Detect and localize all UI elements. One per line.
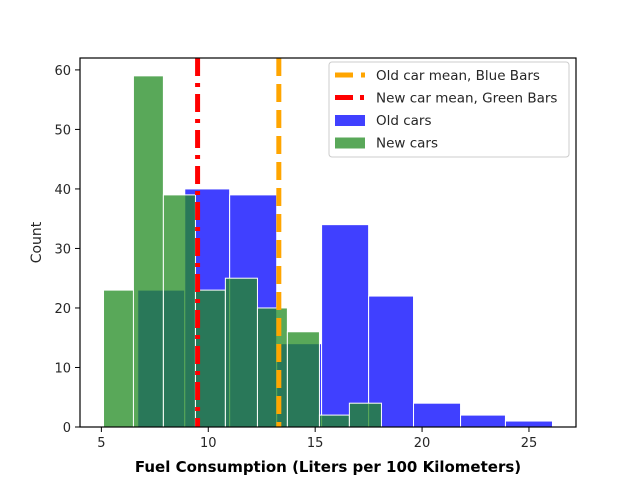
y-axis-label: Count — [29, 221, 45, 263]
x-tick-label: 5 — [97, 436, 105, 451]
y-tick-label: 40 — [54, 183, 71, 198]
bar-new-cars-5 — [256, 307, 288, 428]
bar-old-cars-7 — [460, 414, 506, 428]
y-tick-label: 10 — [54, 361, 71, 376]
x-tick-label: 10 — [200, 436, 217, 451]
legend-label: New cars — [376, 136, 438, 152]
legend-box — [328, 61, 570, 158]
bar-new-cars-1 — [132, 75, 164, 428]
x-axis-label: Fuel Consumption (Liters per 100 Kilomet… — [135, 458, 521, 476]
y-tick-label: 60 — [54, 64, 71, 79]
y-tick-label: 20 — [54, 302, 71, 317]
x-tick-label: 15 — [307, 436, 324, 451]
bar-new-cars-3 — [194, 289, 226, 428]
bar-old-cars-8 — [504, 420, 553, 428]
bars-layer — [103, 75, 553, 428]
legend-label: New car mean, Green Bars — [376, 91, 557, 107]
bar-new-cars-2 — [162, 194, 196, 428]
y-tick-label: 50 — [54, 123, 71, 138]
x-tick-label: 25 — [521, 436, 538, 451]
y-axis-ticks: 0 10 20 30 40 50 60 — [54, 64, 80, 436]
legend-label: Old car mean, Blue Bars — [376, 68, 540, 84]
legend-patch-swatch — [335, 115, 365, 126]
bar-old-cars-6 — [413, 402, 462, 428]
x-axis-ticks: 5 10 15 20 25 — [97, 427, 537, 451]
bar-new-cars-0 — [103, 289, 134, 428]
bar-old-cars-4 — [321, 224, 370, 428]
y-tick-label: 30 — [54, 242, 71, 257]
mean-lines-layer — [195, 58, 282, 427]
bar-new-cars-8 — [348, 402, 382, 428]
legend: Old car mean, Blue Bars New car mean, Gre… — [328, 61, 570, 158]
bar-new-cars-6 — [286, 331, 320, 428]
bar-new-cars-7 — [318, 414, 350, 428]
plot-frame — [79, 57, 577, 428]
y-tick-label: 0 — [63, 421, 71, 436]
bar-new-cars-4 — [224, 277, 258, 428]
legend-patch-swatch — [335, 137, 365, 149]
x-tick-label: 20 — [414, 436, 431, 451]
legend-label: Old cars — [376, 113, 432, 129]
